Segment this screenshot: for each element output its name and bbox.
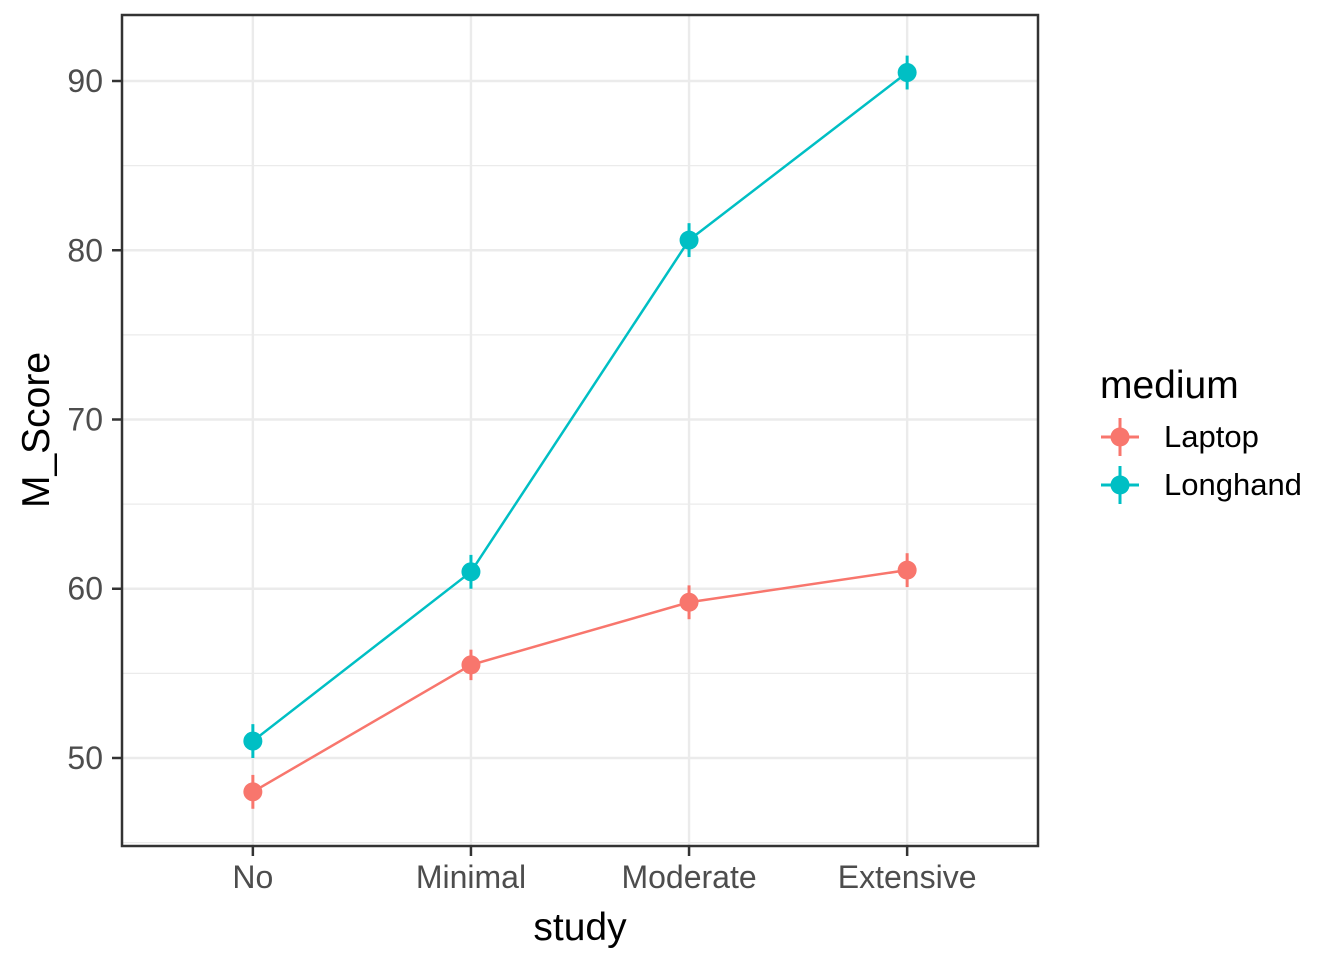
data-point-laptop-extensive <box>897 560 917 580</box>
x-tick-label: No <box>232 859 273 895</box>
x-tick-label: Moderate <box>621 859 756 895</box>
legend-key-pointrange-icon <box>1101 418 1139 456</box>
y-tick-label: 90 <box>67 63 103 99</box>
data-point-longhand-minimal <box>461 562 481 582</box>
y-tick-label: 50 <box>67 740 103 776</box>
legend-item-longhand: Longhand <box>1100 461 1302 509</box>
legend-label-longhand: Longhand <box>1164 467 1302 502</box>
legend-title: medium <box>1100 364 1239 407</box>
data-point-laptop-no <box>243 782 263 802</box>
legend-item-laptop: Laptop <box>1100 413 1302 461</box>
y-tick-label: 80 <box>67 232 103 268</box>
legend-key-pointrange-icon <box>1101 466 1139 504</box>
panel-background <box>122 15 1038 846</box>
data-point-longhand-no <box>243 731 263 751</box>
data-point-laptop-minimal <box>461 655 481 675</box>
data-point-laptop-moderate <box>679 592 699 612</box>
y-tick-label: 70 <box>67 401 103 437</box>
data-point-longhand-extensive <box>897 63 917 83</box>
series-line-laptop <box>252 568 908 793</box>
panel-border <box>120 13 1040 848</box>
x-tick-label: Minimal <box>416 859 526 895</box>
data-point-longhand-moderate <box>679 230 699 250</box>
legend-label-laptop: Laptop <box>1164 419 1259 454</box>
y-axis-title: M_Score <box>15 351 58 509</box>
x-tick-label: Extensive <box>838 859 977 895</box>
series-line-longhand <box>252 71 908 743</box>
legend: medium Laptop Longhand <box>1100 363 1302 509</box>
y-tick-label: 60 <box>67 571 103 607</box>
x-axis-title: study <box>533 906 627 949</box>
